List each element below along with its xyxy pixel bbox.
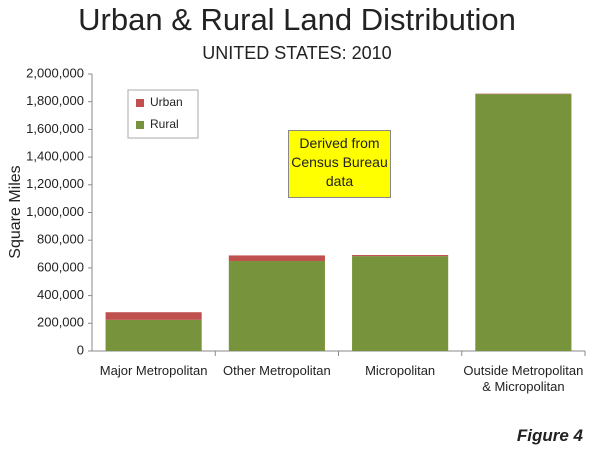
y-axis-label: Square Miles [7, 165, 24, 258]
x-tick-label: Other Metropolitan [223, 363, 331, 378]
y-tick-label: 1,800,000 [26, 93, 84, 108]
legend-label: Urban [150, 95, 183, 109]
y-tick-label: 1,000,000 [26, 204, 84, 219]
chart-subtitle: UNITED STATES: 2010 [202, 43, 391, 63]
y-tick-label: 400,000 [37, 287, 84, 302]
y-tick-label: 200,000 [37, 315, 84, 330]
bar-segment [352, 256, 449, 351]
bar-segment [105, 312, 202, 320]
legend-label: Rural [150, 117, 179, 131]
y-tick-label: 1,600,000 [26, 121, 84, 136]
bar-segment [352, 255, 449, 257]
y-tick-label: 800,000 [37, 232, 84, 247]
y-tick-label: 0 [77, 342, 84, 357]
bar-segment [228, 260, 325, 351]
bar-segment [228, 255, 325, 261]
x-tick-label: Micropolitan [365, 363, 436, 378]
x-tick-label: Outside Metropolitan & Micropolitan [463, 363, 584, 394]
bar-segment [105, 319, 202, 351]
y-tick-label: 1,400,000 [26, 149, 84, 164]
footer: Figure 4 [516, 426, 583, 445]
legend-swatch [136, 99, 144, 107]
x-tick-label: Major Metropolitan [99, 363, 208, 378]
legend-swatch [136, 121, 144, 129]
legend-box [127, 89, 199, 139]
bar-segment [475, 94, 572, 352]
chart-title: Urban & Rural Land Distribution [78, 2, 516, 37]
annotation: Derived from Census Bureau data [288, 130, 391, 198]
y-tick-label: 600,000 [37, 259, 84, 274]
y-tick-label: 2,000,000 [26, 65, 84, 80]
y-tick-label: 1,200,000 [26, 176, 84, 191]
